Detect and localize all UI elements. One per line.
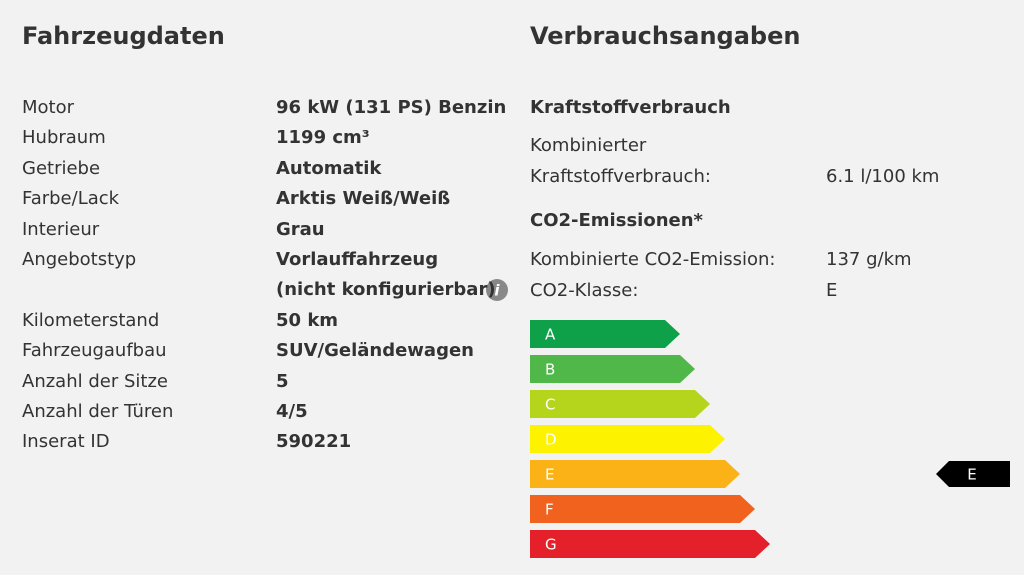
energy-class-label: G xyxy=(545,536,557,554)
section-title: Fahrzeugdaten xyxy=(22,22,225,50)
row-label: Inserat ID xyxy=(22,431,110,453)
energy-class-bar xyxy=(530,425,725,453)
energy-class-bar xyxy=(530,460,740,488)
row-label: Hubraum xyxy=(22,127,106,149)
energy-class-label: A xyxy=(545,326,556,344)
energy-class-bar xyxy=(530,355,695,383)
value: 6.1 l/100 km xyxy=(826,166,940,187)
energy-class-bar xyxy=(530,390,710,418)
energy-class-label: E xyxy=(545,466,554,484)
value: 137 g/km xyxy=(826,249,912,270)
energy-class-bar xyxy=(530,495,755,523)
row-label: Fahrzeugaufbau xyxy=(22,340,167,362)
label: Kombinierter xyxy=(530,135,647,156)
label: Kombinierte CO2-Emission: xyxy=(530,249,776,270)
energy-class-label: F xyxy=(545,501,554,519)
row-label: Getriebe xyxy=(22,157,101,179)
row-label: Farbe/Lack xyxy=(22,188,120,210)
energy-class-label: B xyxy=(545,361,555,379)
label: Kraftstoffverbrauch: xyxy=(530,166,711,187)
value: E xyxy=(826,280,838,301)
info-icon-glyph: i xyxy=(494,282,500,300)
row-value: Arktis Weiß/Weiß xyxy=(276,188,451,210)
row-value: 5 xyxy=(276,370,289,392)
row-value: SUV/Geländewagen xyxy=(276,340,474,362)
subheading: Kraftstoffverbrauch xyxy=(530,97,731,118)
class-marker-label: E xyxy=(967,466,976,484)
energy-class-label: D xyxy=(545,431,557,449)
row-label: Anzahl der Türen xyxy=(22,401,174,422)
class-marker xyxy=(936,461,1010,487)
row-label: Motor xyxy=(22,97,75,118)
label: CO2-Klasse: xyxy=(530,280,639,301)
row-label: Kilometerstand xyxy=(22,309,160,331)
row-value: Grau xyxy=(276,218,325,240)
energy-class-label: C xyxy=(545,396,555,414)
row-value: 1199 cm³ xyxy=(276,127,370,149)
row-value: 96 kW (131 PS) Benzin xyxy=(276,97,507,118)
energy-class-bar xyxy=(530,530,770,558)
subheading: CO2-Emissionen* xyxy=(530,210,703,231)
row-value: 50 km xyxy=(276,309,339,331)
row-value: 590221 xyxy=(276,431,352,453)
section-title: Verbrauchsangaben xyxy=(530,22,801,50)
row-value: Vorlauffahrzeug xyxy=(276,249,439,270)
row-label: Interieur xyxy=(22,218,100,240)
row-label: Angebotstyp xyxy=(22,249,137,270)
row-value: (nicht konfigurierbar) xyxy=(276,279,496,301)
energy-class-bar xyxy=(530,320,680,348)
row-label: Anzahl der Sitze xyxy=(22,370,168,392)
row-value: 4/5 xyxy=(276,401,308,422)
row-value: Automatik xyxy=(276,157,382,179)
info-icon[interactable] xyxy=(486,279,508,301)
